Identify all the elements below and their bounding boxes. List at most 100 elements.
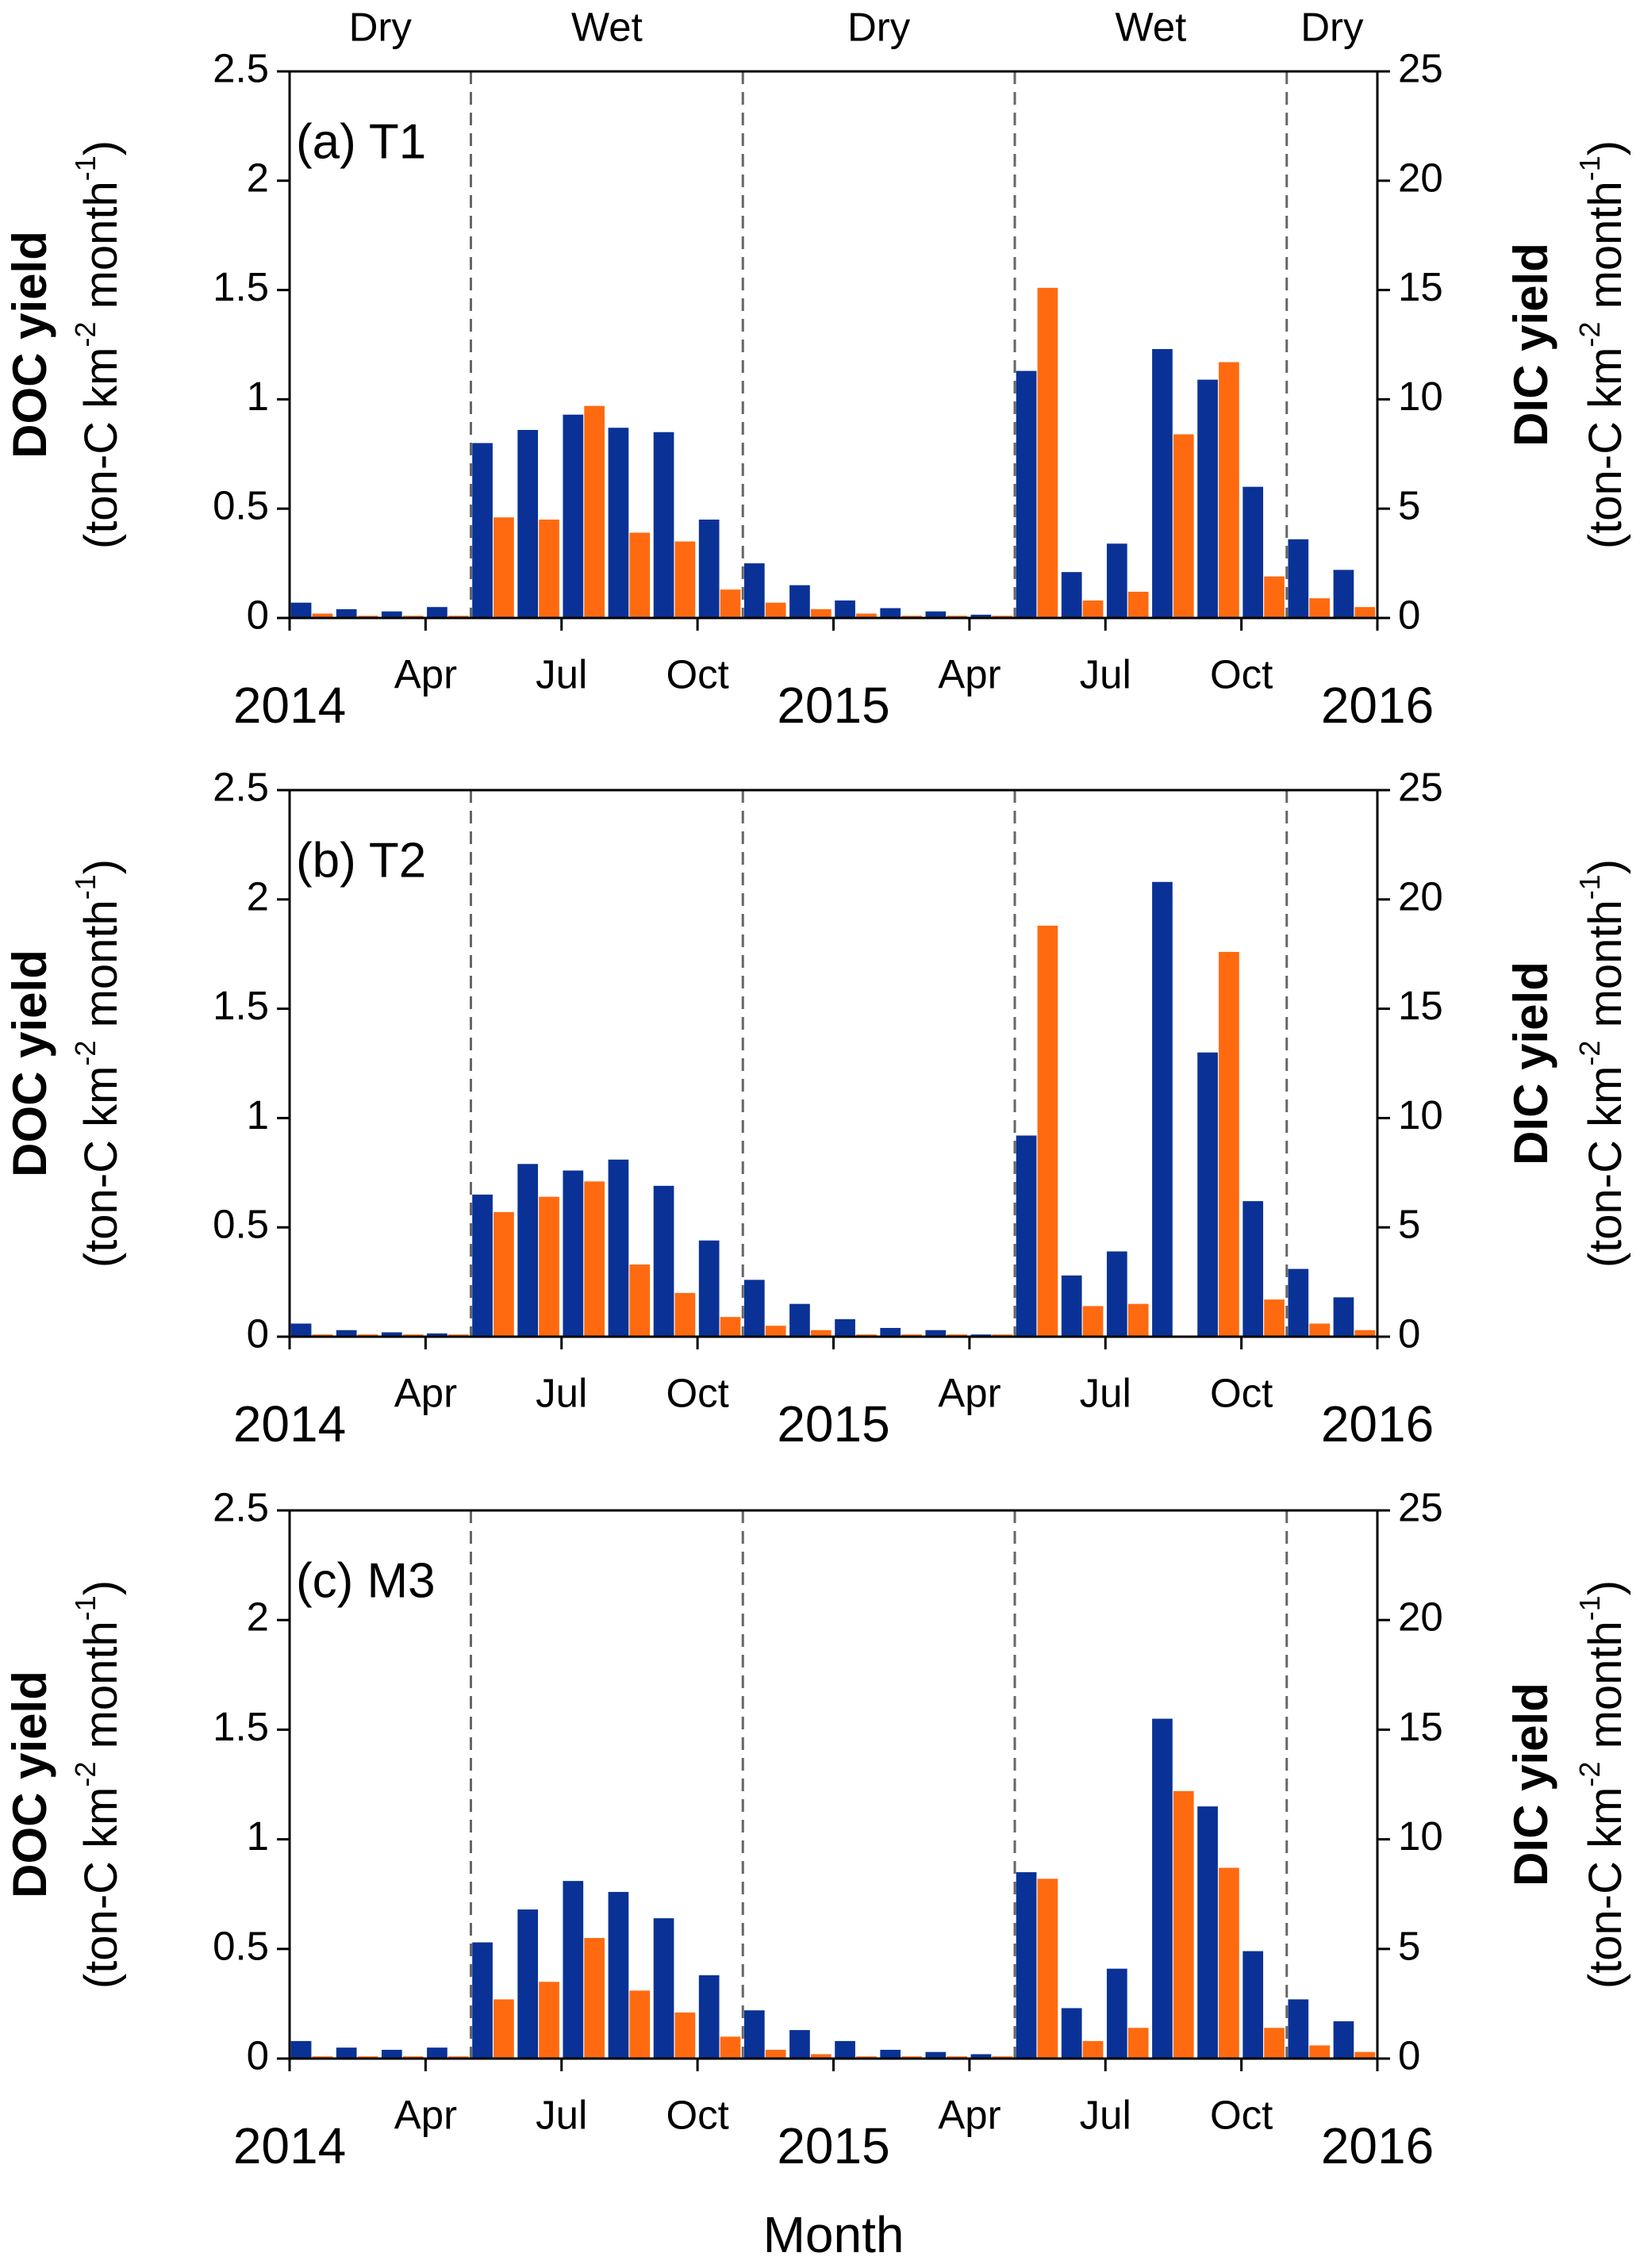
- x-tick-label: Apr: [394, 2092, 457, 2137]
- bar: [584, 1937, 605, 2059]
- bar: [653, 432, 674, 618]
- axis-unit-part: -1: [1573, 155, 1606, 181]
- bar: [290, 1323, 312, 1337]
- y-tick-label: 0.5: [213, 1202, 269, 1247]
- bar: [290, 2040, 312, 2059]
- bar: [1264, 1299, 1285, 1337]
- bar: [810, 2054, 832, 2059]
- x-tick-label: Jul: [1080, 2092, 1131, 2137]
- y2-tick-label: 15: [1398, 1704, 1443, 1749]
- x-tick-label: Apr: [938, 651, 1001, 697]
- axis-unit-part: -2: [1573, 1762, 1606, 1787]
- axis-unit-part: -1: [1573, 874, 1606, 900]
- y-tick-label: 1: [247, 1813, 269, 1859]
- bar: [1264, 2028, 1285, 2059]
- x-tick-label: 2016: [1321, 1395, 1434, 1453]
- panel-title: (c) M3: [296, 1553, 436, 1608]
- bar: [629, 1990, 651, 2059]
- bar: [1333, 570, 1354, 618]
- axis-label: DIC yield: [1504, 243, 1557, 447]
- axis-unit-part: -1: [69, 155, 102, 181]
- bar: [856, 613, 877, 618]
- y2-tick-label: 5: [1398, 1202, 1420, 1247]
- bar: [1127, 1303, 1149, 1337]
- bar: [517, 1164, 539, 1337]
- bar: [925, 611, 947, 618]
- bar: [1288, 1999, 1309, 2059]
- axis-unit-part: ): [75, 859, 127, 874]
- bar: [720, 2036, 741, 2059]
- bar: [789, 2030, 810, 2059]
- y-tick-label: 2.5: [213, 764, 269, 809]
- bar: [381, 1332, 402, 1337]
- y2-tick-label: 0: [1398, 592, 1420, 637]
- bar: [427, 1333, 447, 1337]
- y2-tick-label: 15: [1398, 983, 1443, 1028]
- x-tick-label: 2015: [777, 2117, 889, 2174]
- bar: [1354, 607, 1376, 618]
- bar: [1037, 287, 1058, 618]
- bar: [698, 1240, 720, 1337]
- bar: [835, 600, 855, 618]
- y2-tick-label: 20: [1398, 1595, 1443, 1640]
- bar: [381, 2049, 402, 2059]
- season-label: Dry: [1300, 4, 1364, 49]
- bar: [1152, 349, 1173, 618]
- axis-unit-part: month: [1580, 1621, 1631, 1761]
- bar: [653, 1185, 674, 1337]
- bar: [584, 405, 605, 618]
- bar: [1061, 572, 1082, 618]
- season-label: Dry: [847, 4, 911, 49]
- bar: [880, 608, 901, 618]
- season-label: Wet: [1116, 4, 1187, 49]
- bar: [1242, 1201, 1264, 1337]
- bar: [427, 2047, 447, 2059]
- axis-unit-part: -2: [69, 322, 102, 347]
- bar: [629, 1264, 651, 1337]
- bar: [1219, 951, 1239, 1337]
- bar: [517, 429, 539, 618]
- axis-label: DIC yield: [1504, 1683, 1557, 1886]
- bar: [1082, 600, 1104, 618]
- axis-unit-part: month: [1580, 900, 1631, 1040]
- axis-unit-part: ): [1580, 1580, 1631, 1595]
- axis-unit-part: -2: [1573, 322, 1606, 347]
- bar: [925, 1330, 947, 1337]
- axis-unit-part: -1: [69, 1595, 102, 1621]
- y2-tick-label: 5: [1398, 1923, 1420, 1968]
- y2-tick-label: 0: [1398, 1311, 1420, 1356]
- bar: [1219, 1867, 1239, 2059]
- bar: [539, 1196, 559, 1337]
- axis-unit-part: month: [75, 1621, 127, 1761]
- axis-unit-part: -1: [1573, 1595, 1606, 1621]
- season-label: Wet: [571, 4, 643, 49]
- bar: [629, 532, 651, 618]
- bar: [789, 1303, 810, 1337]
- bar: [1106, 543, 1127, 618]
- panel-title: (a) T1: [296, 114, 426, 169]
- bar: [563, 414, 584, 618]
- bar: [290, 602, 312, 618]
- bar: [1152, 1718, 1173, 2059]
- axis-unit-part: ): [1580, 140, 1631, 155]
- x-tick-label: 2015: [777, 1395, 889, 1453]
- bar: [698, 1974, 720, 2059]
- axis-unit-label: (ton-C km-2 month-1): [69, 140, 128, 549]
- bar: [810, 1330, 832, 1337]
- bar: [494, 1211, 514, 1337]
- y-tick-label: 0: [247, 1311, 269, 1356]
- bar: [765, 602, 786, 618]
- axis-unit-label: (ton-C km-2 month-1): [69, 1580, 128, 1989]
- bar: [1173, 1790, 1194, 2059]
- bar: [312, 613, 333, 618]
- bar: [653, 1918, 674, 2059]
- y2-tick-label: 25: [1398, 45, 1443, 90]
- bar: [494, 517, 514, 618]
- y2-tick-label: 25: [1398, 764, 1443, 809]
- y2-tick-label: 20: [1398, 155, 1443, 200]
- axis-unit-part: ): [75, 140, 127, 155]
- bar: [563, 1170, 584, 1337]
- bar: [472, 1942, 493, 2059]
- x-tick-label: Oct: [1210, 1370, 1273, 1415]
- bar: [743, 563, 765, 618]
